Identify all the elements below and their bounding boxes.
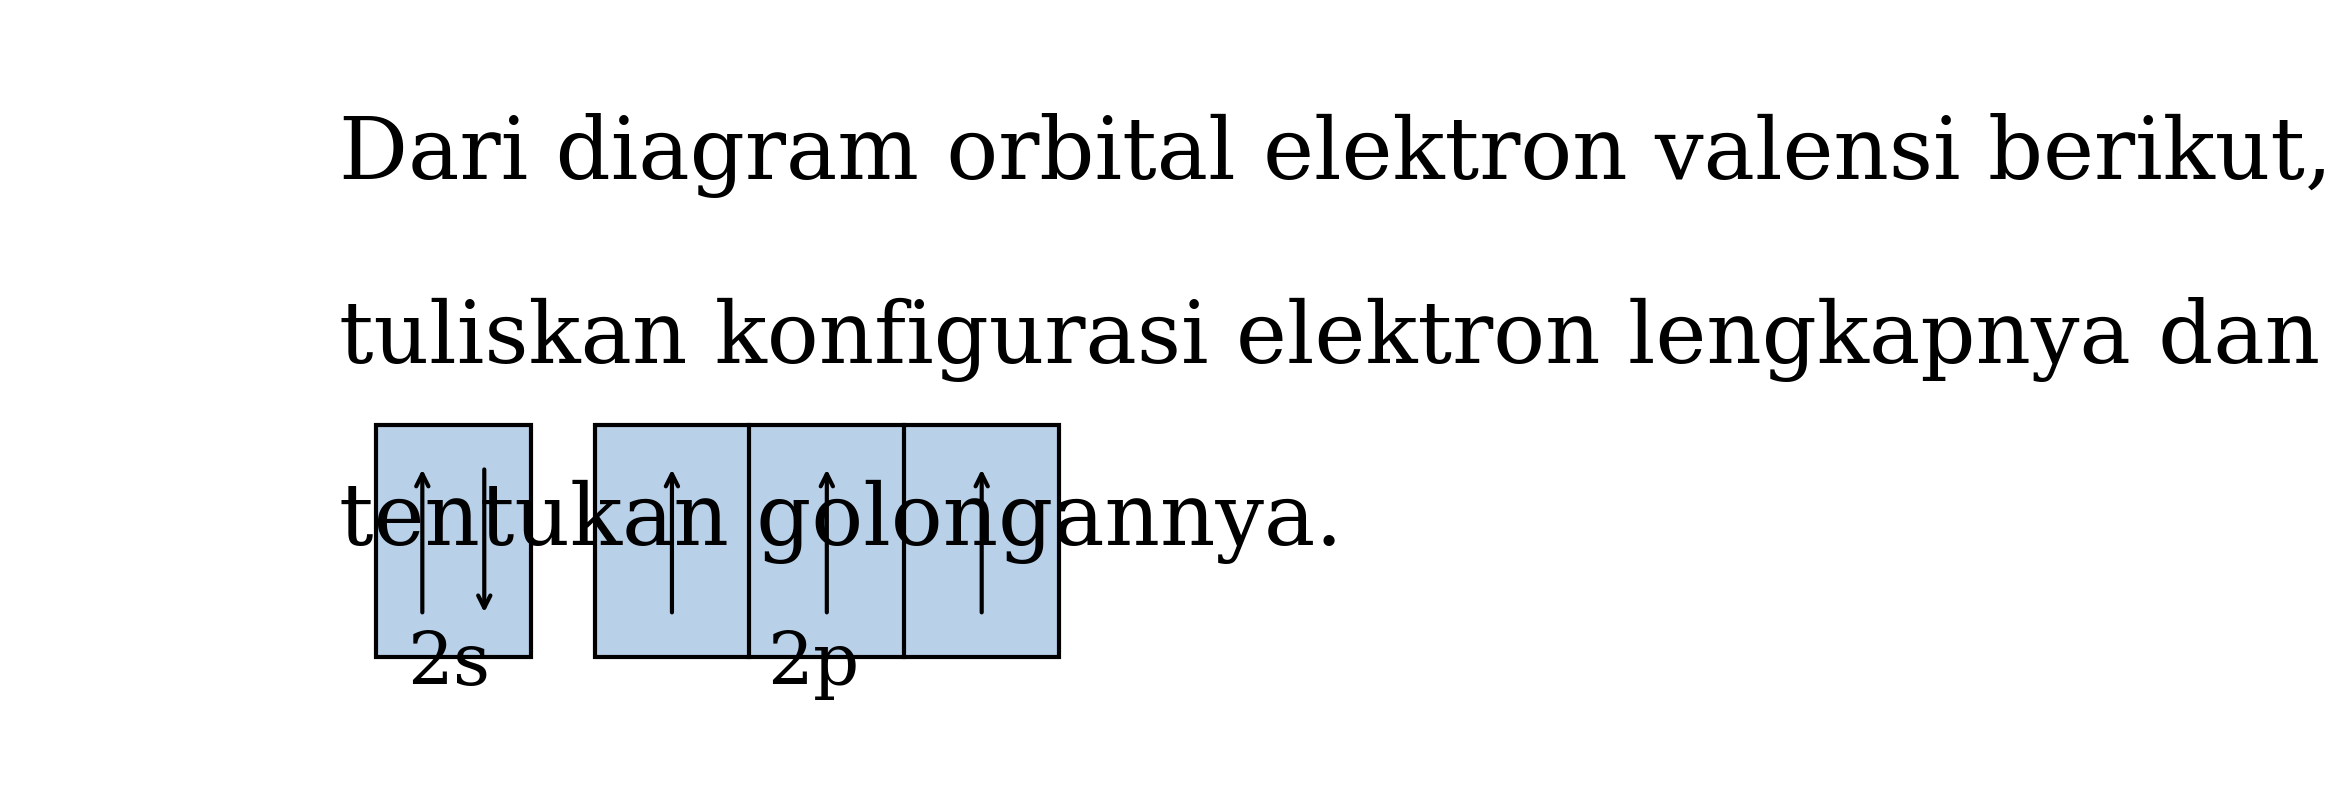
Text: tentukan golongannya.: tentukan golongannya.	[339, 480, 1342, 564]
Bar	[376, 425, 531, 657]
Text: 2s: 2s	[407, 629, 491, 699]
Text: 2p: 2p	[766, 629, 858, 699]
Text: tuliskan konfigurasi elektron lengkapnya dan: tuliskan konfigurasi elektron lengkapnya…	[339, 297, 2320, 381]
Text: Dari diagram orbital elektron valensi berikut,: Dari diagram orbital elektron valensi be…	[339, 113, 2332, 198]
Bar	[595, 425, 1060, 657]
